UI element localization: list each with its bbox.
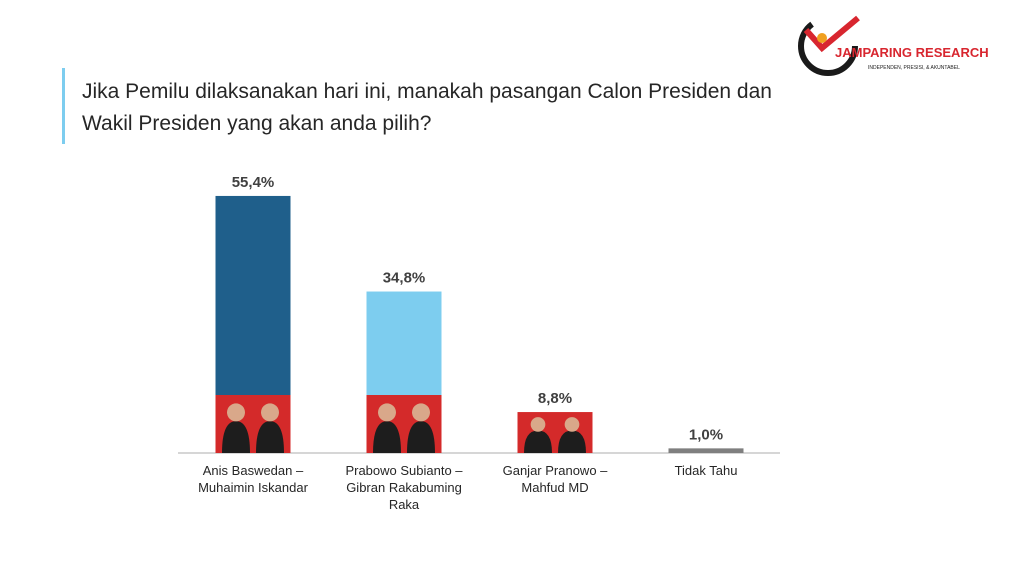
photo-head [412,403,430,422]
photo-figure [256,421,284,453]
value-label: 8,8% [538,390,572,407]
logo-name: JAMPARING RESEARCH [835,45,989,60]
logo-check [803,15,860,53]
photo-figure [558,430,586,453]
photo-head [564,417,580,432]
photo-figure [407,421,435,453]
photo-head [261,403,279,422]
value-label: 1,0% [689,426,723,443]
photo-head [378,403,396,422]
bar [668,448,744,453]
logo-dot [817,33,827,43]
chart-title: Jika Pemilu dilaksanakan hari ini, manak… [82,80,772,135]
title-accent [62,68,65,144]
x-tick-label: Ganjar Pranowo – Mahfud MD [502,463,608,495]
logo: JAMPARING RESEARCH INDEPENDEN, PRESISI, … [798,15,989,76]
logo-tagline: INDEPENDEN, PRESISI, & AKUNTABEL [868,65,960,71]
x-tick-label: Tidak Tahu [674,463,738,478]
value-label: 34,8% [383,270,426,287]
x-tick-label: Prabowo Subianto – Gibran Rakabuming Rak… [345,463,463,512]
logo-ring [798,16,858,76]
value-label: 55,4% [232,174,275,191]
photo-head [227,403,245,422]
x-tick-label: Anis Baswedan – Muhaimin Iskandar [198,463,308,495]
photo-figure [524,430,552,453]
photo-head [530,417,546,432]
photo-figure [373,421,401,453]
photo-figure [222,421,250,453]
